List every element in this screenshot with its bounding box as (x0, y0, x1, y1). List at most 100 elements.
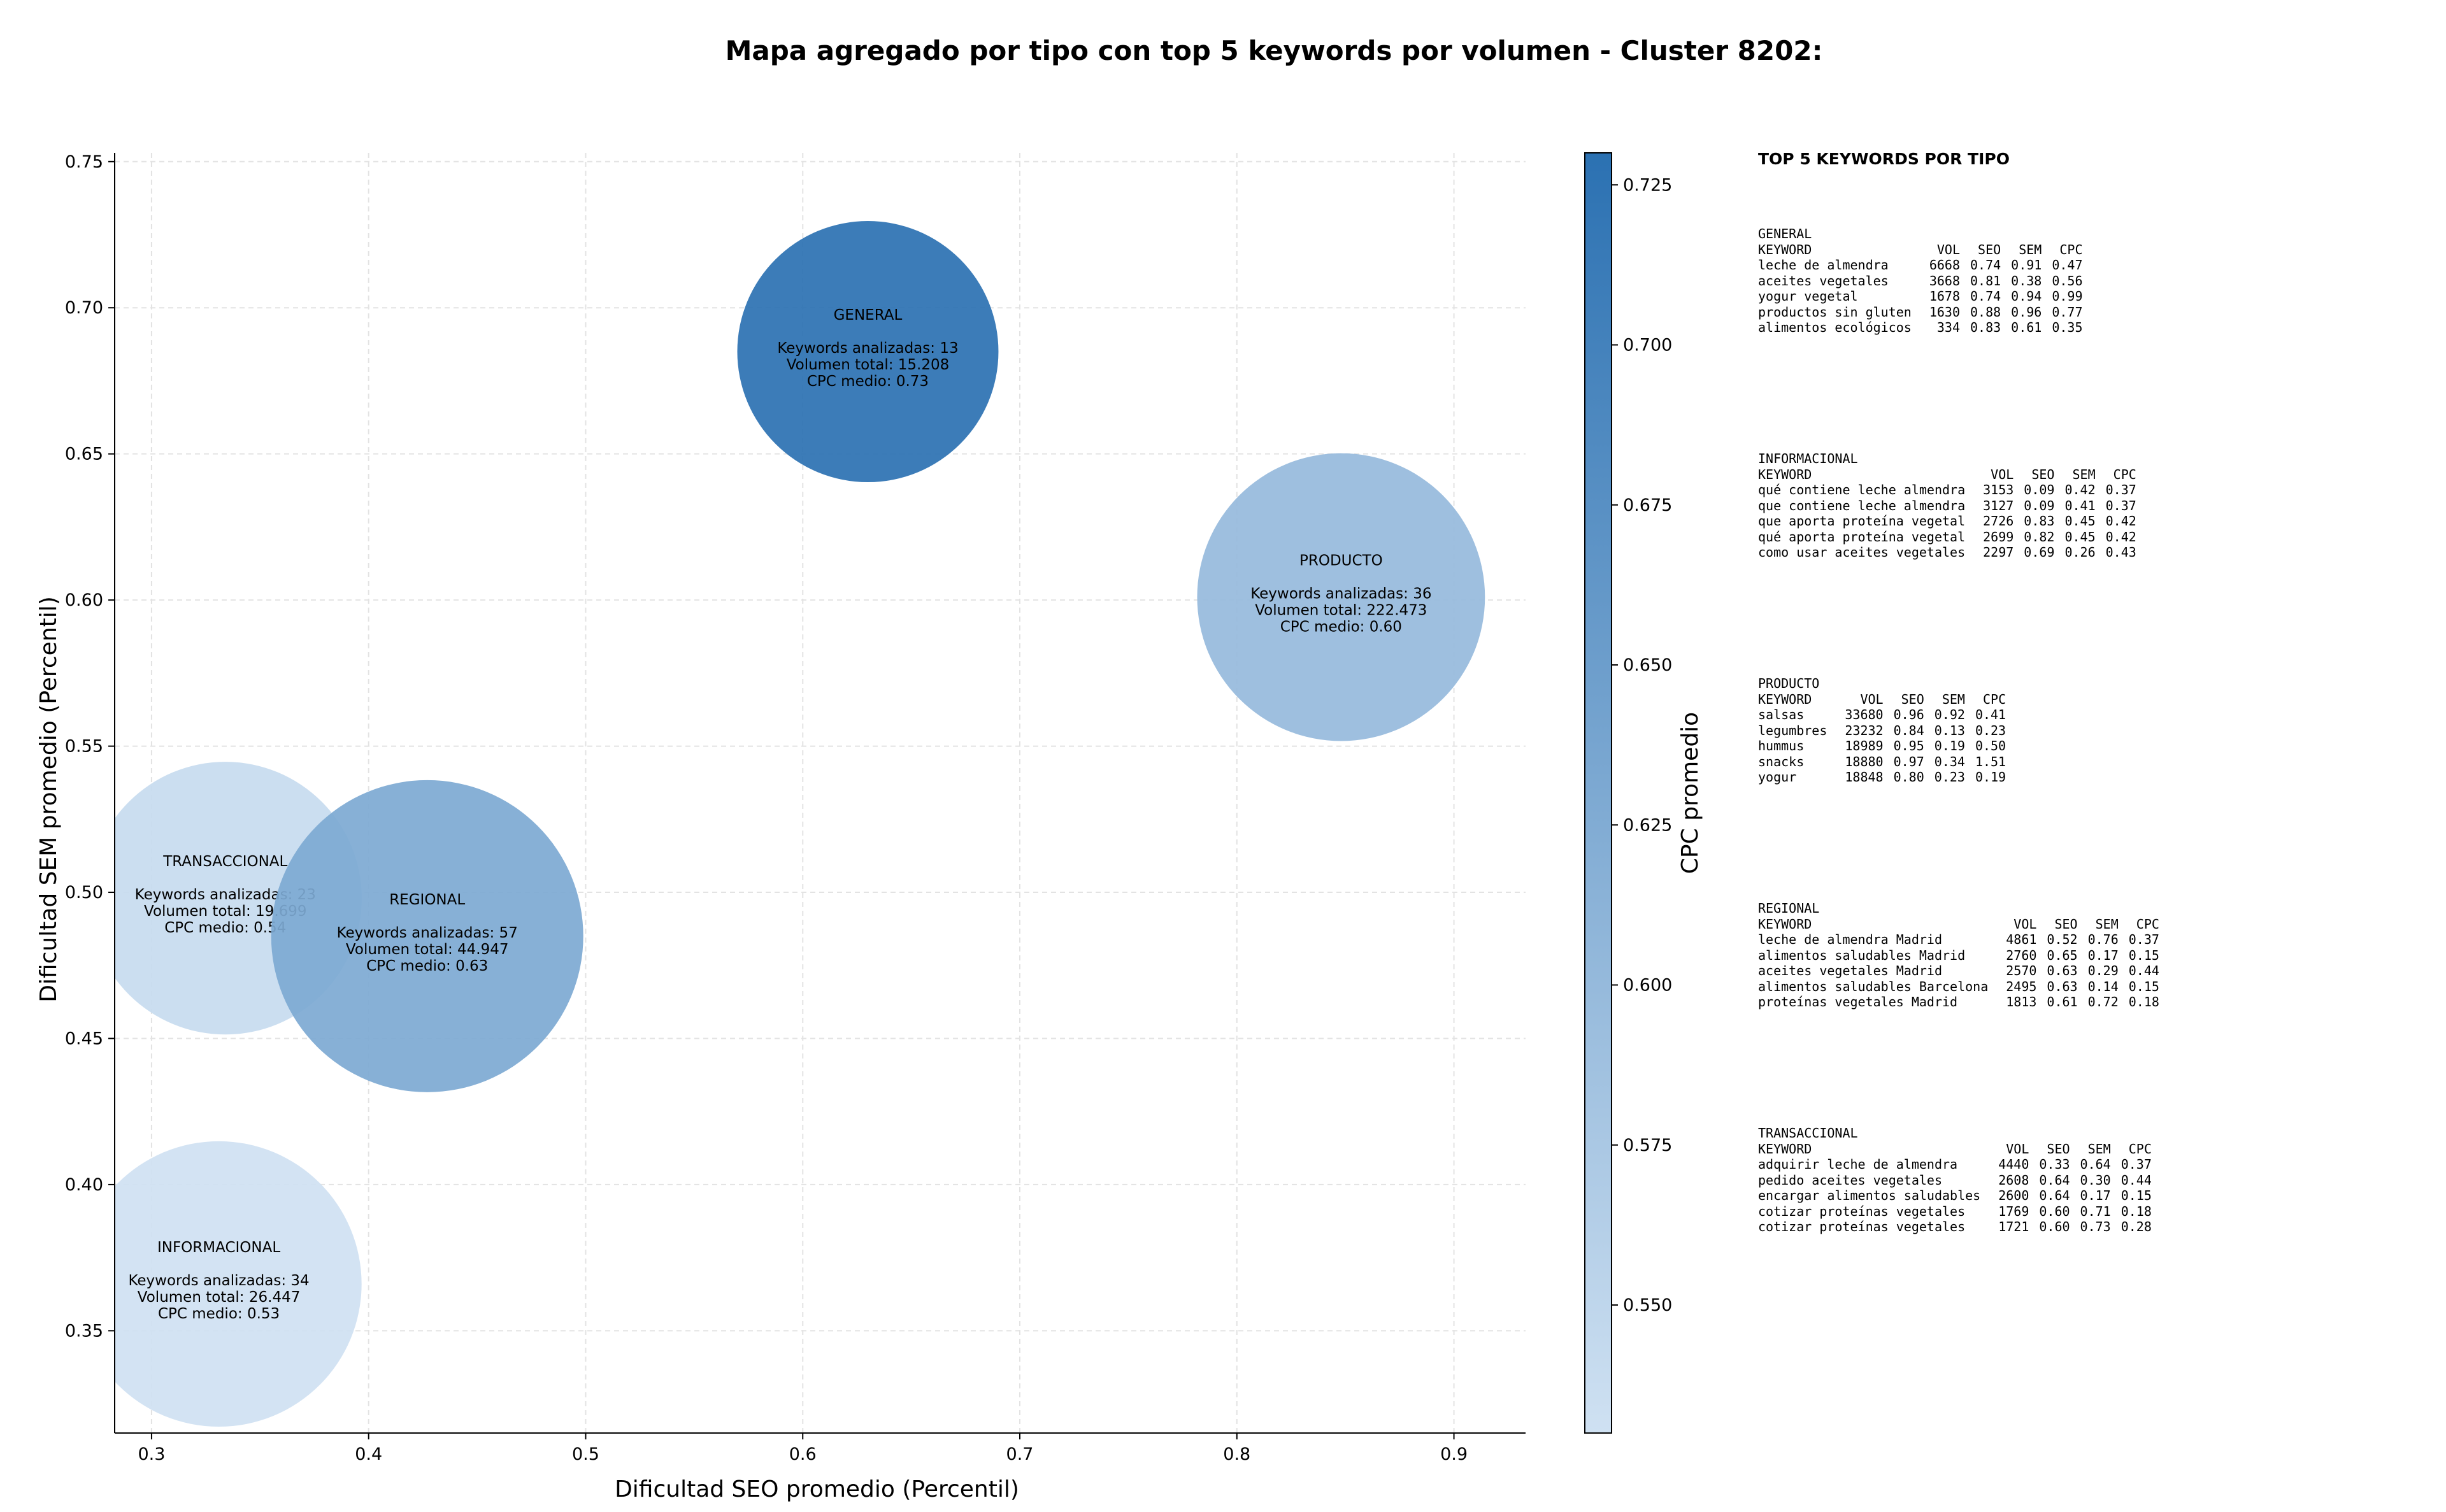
bubble-circle (737, 221, 999, 483)
table-cell: 6668 (1929, 257, 1960, 273)
colorbar-label: CPC promedio (1677, 712, 1703, 874)
table-cell: 18989 (1845, 738, 1884, 753)
table-cell: 0.80 (1893, 769, 1924, 785)
y-tick-label: 0.40 (65, 1175, 103, 1195)
table-cell: 0.74 (1970, 257, 2001, 273)
table-cell: 0.45 (2064, 513, 2096, 529)
table-cell: 2699 (1983, 529, 2014, 545)
keyword-table: KEYWORD VOL SEO SEM CPC leche de almendra Mad… (1758, 916, 2170, 1010)
table-cell: 0.61 (2047, 994, 2078, 1009)
colorbar-tick-label: 0.700 (1623, 336, 1672, 355)
table-cell: 0.88 (1970, 304, 2001, 320)
bubble-info-line: Volumen total: 44.947 (346, 941, 509, 958)
keyword-column-header: KEYWORD (1758, 916, 1812, 932)
x-tick-label: 0.8 (1223, 1444, 1250, 1464)
table-cell: 4861 (2006, 932, 2037, 947)
keyword-column-header: SEO (1978, 241, 2001, 257)
keyword-column-header: KEYWORD (1758, 1141, 1812, 1157)
table-cell: 0.09 (2024, 482, 2055, 497)
table-row: alimentos saludables Madrid 2760 0.65 0.17 0… (1758, 948, 2170, 964)
bubble-circle (1197, 453, 1485, 741)
bubble-circle (271, 780, 583, 1092)
keyword-column-header: VOL (1860, 691, 1884, 707)
keyword-column-header: SEO (2031, 466, 2055, 482)
keyword-group-title: INFORMACIONAL (1758, 451, 1858, 466)
table-row: pedido aceites vegetales 2608 0.64 0.30 0.44 (1758, 1173, 2162, 1188)
table-cell: 0.81 (1970, 273, 2001, 289)
table-cell: 1678 (1929, 289, 1960, 304)
table-cell: 1813 (2006, 994, 2037, 1009)
keyword-column-header: VOL (2006, 1141, 2029, 1157)
table-cell: 1721 (1998, 1219, 2029, 1234)
table-cell: 0.35 (2052, 320, 2083, 335)
table-cell: 2297 (1983, 545, 2014, 560)
table-cell: pedido aceites vegetales (1758, 1172, 1942, 1188)
bubble-label: INFORMACIONAL (157, 1239, 280, 1256)
keyword-column-header: KEYWORD (1758, 466, 1812, 482)
table-cell: 0.63 (2047, 963, 2078, 978)
table-cell: 0.15 (2121, 1188, 2152, 1203)
table-cell: 0.83 (2024, 513, 2055, 529)
table-row: qué contiene leche almendra 3153 0.09 0.42 0… (1758, 482, 2147, 498)
table-cell: 1630 (1929, 304, 1960, 320)
table-cell: 0.60 (2039, 1203, 2070, 1219)
table-cell: 0.37 (2105, 497, 2136, 513)
table-cell: 0.91 (2011, 257, 2042, 273)
table-cell: 0.17 (2087, 947, 2119, 963)
keyword-column-header: VOL (1991, 466, 2014, 482)
table-cell: 0.84 (1893, 722, 1924, 738)
table-cell: 0.83 (1970, 320, 2001, 335)
table-cell: 0.29 (2087, 963, 2119, 978)
table-cell: 0.37 (2128, 932, 2159, 947)
keyword-group-general: GENERAL KEYWORD VOL SEO SEM CPC leche de almen… (1758, 226, 2093, 336)
x-tick-label: 0.5 (572, 1444, 599, 1464)
table-row: encargar alimentos saludables 2600 0.64 0.1… (1758, 1188, 2162, 1204)
table-row: yogur vegetal 1678 0.74 0.94 0.99 (1758, 289, 2093, 304)
table-cell: 0.60 (2039, 1219, 2070, 1234)
table-row: aceites vegetales 3668 0.81 0.38 0.56 (1758, 273, 2093, 289)
table-cell: 2760 (2006, 947, 2037, 963)
table-cell: qué aporta proteína vegetal (1758, 529, 1966, 545)
table-cell: 0.09 (2024, 497, 2055, 513)
table-cell: 0.19 (1934, 738, 1965, 753)
table-cell: que aporta proteína vegetal (1758, 513, 1966, 529)
table-cell: leche de almendra (1758, 257, 1889, 273)
keyword-group-transaccional: TRANSACCIONAL KEYWORD VOL SEO SEM CPC adquirir… (1758, 1125, 2162, 1235)
y-tick-label: 0.70 (65, 298, 103, 318)
keyword-column-header: SEO (2047, 1141, 2070, 1157)
table-cell: encargar alimentos saludables (1758, 1188, 1981, 1203)
table-cell: 0.30 (2080, 1172, 2111, 1188)
table-cell: 0.15 (2128, 978, 2159, 994)
table-row: cotizar proteínas vegetales 1769 0.60 0.71 0… (1758, 1204, 2162, 1220)
keyword-table: KEYWORD VOL SEO SEM CPC adquirir leche de alm… (1758, 1141, 2162, 1235)
table-cell: 0.63 (2047, 978, 2078, 994)
table-cell: cotizar proteínas vegetales (1758, 1219, 1966, 1234)
keyword-column-header: SEM (2087, 1141, 2111, 1157)
table-cell: 0.72 (2087, 994, 2119, 1009)
table-cell: 0.45 (2064, 529, 2096, 545)
table-cell: 0.64 (2039, 1188, 2070, 1203)
bubble-label: REGIONAL (389, 892, 465, 908)
bubble-info-line: CPC medio: 0.60 (1280, 619, 1402, 636)
y-tick-label: 0.50 (65, 883, 103, 902)
bubble-informacional: INFORMACIONAL Keywords analizadas: 34Volu… (115, 1141, 362, 1427)
x-axis-label: Dificultad SEO promedio (Percentil) (615, 1476, 1019, 1502)
colorbar-tick-label: 0.675 (1623, 496, 1672, 515)
table-cell: 2600 (1998, 1188, 2029, 1203)
colorbar-tick-label: 0.625 (1623, 815, 1672, 835)
table-cell: 23232 (1845, 722, 1884, 738)
table-cell: yogur (1758, 769, 1797, 785)
bubble-info-line: CPC medio: 0.73 (807, 373, 929, 390)
table-row: que contiene leche almendra 3127 0.09 0.41 0… (1758, 498, 2147, 514)
table-cell: 0.23 (1934, 769, 1965, 785)
table-cell: 0.38 (2011, 273, 2042, 289)
table-cell: 3668 (1929, 273, 1960, 289)
bubble-label: GENERAL (834, 307, 903, 324)
keyword-table-header: KEYWORD VOL SEO SEM CPC (1758, 1141, 2162, 1157)
table-row: leche de almendra 6668 0.74 0.91 0.47 (1758, 257, 2093, 273)
keyword-table-header: KEYWORD VOL SEO SEM CPC (1758, 692, 2016, 708)
keyword-group-producto: PRODUCTO KEYWORD VOL SEO SEM CPC salsas 33680 0.… (1758, 676, 2016, 785)
bubble-label: TRANSACCIONAL (162, 853, 287, 870)
table-cell: 0.18 (2128, 994, 2159, 1009)
